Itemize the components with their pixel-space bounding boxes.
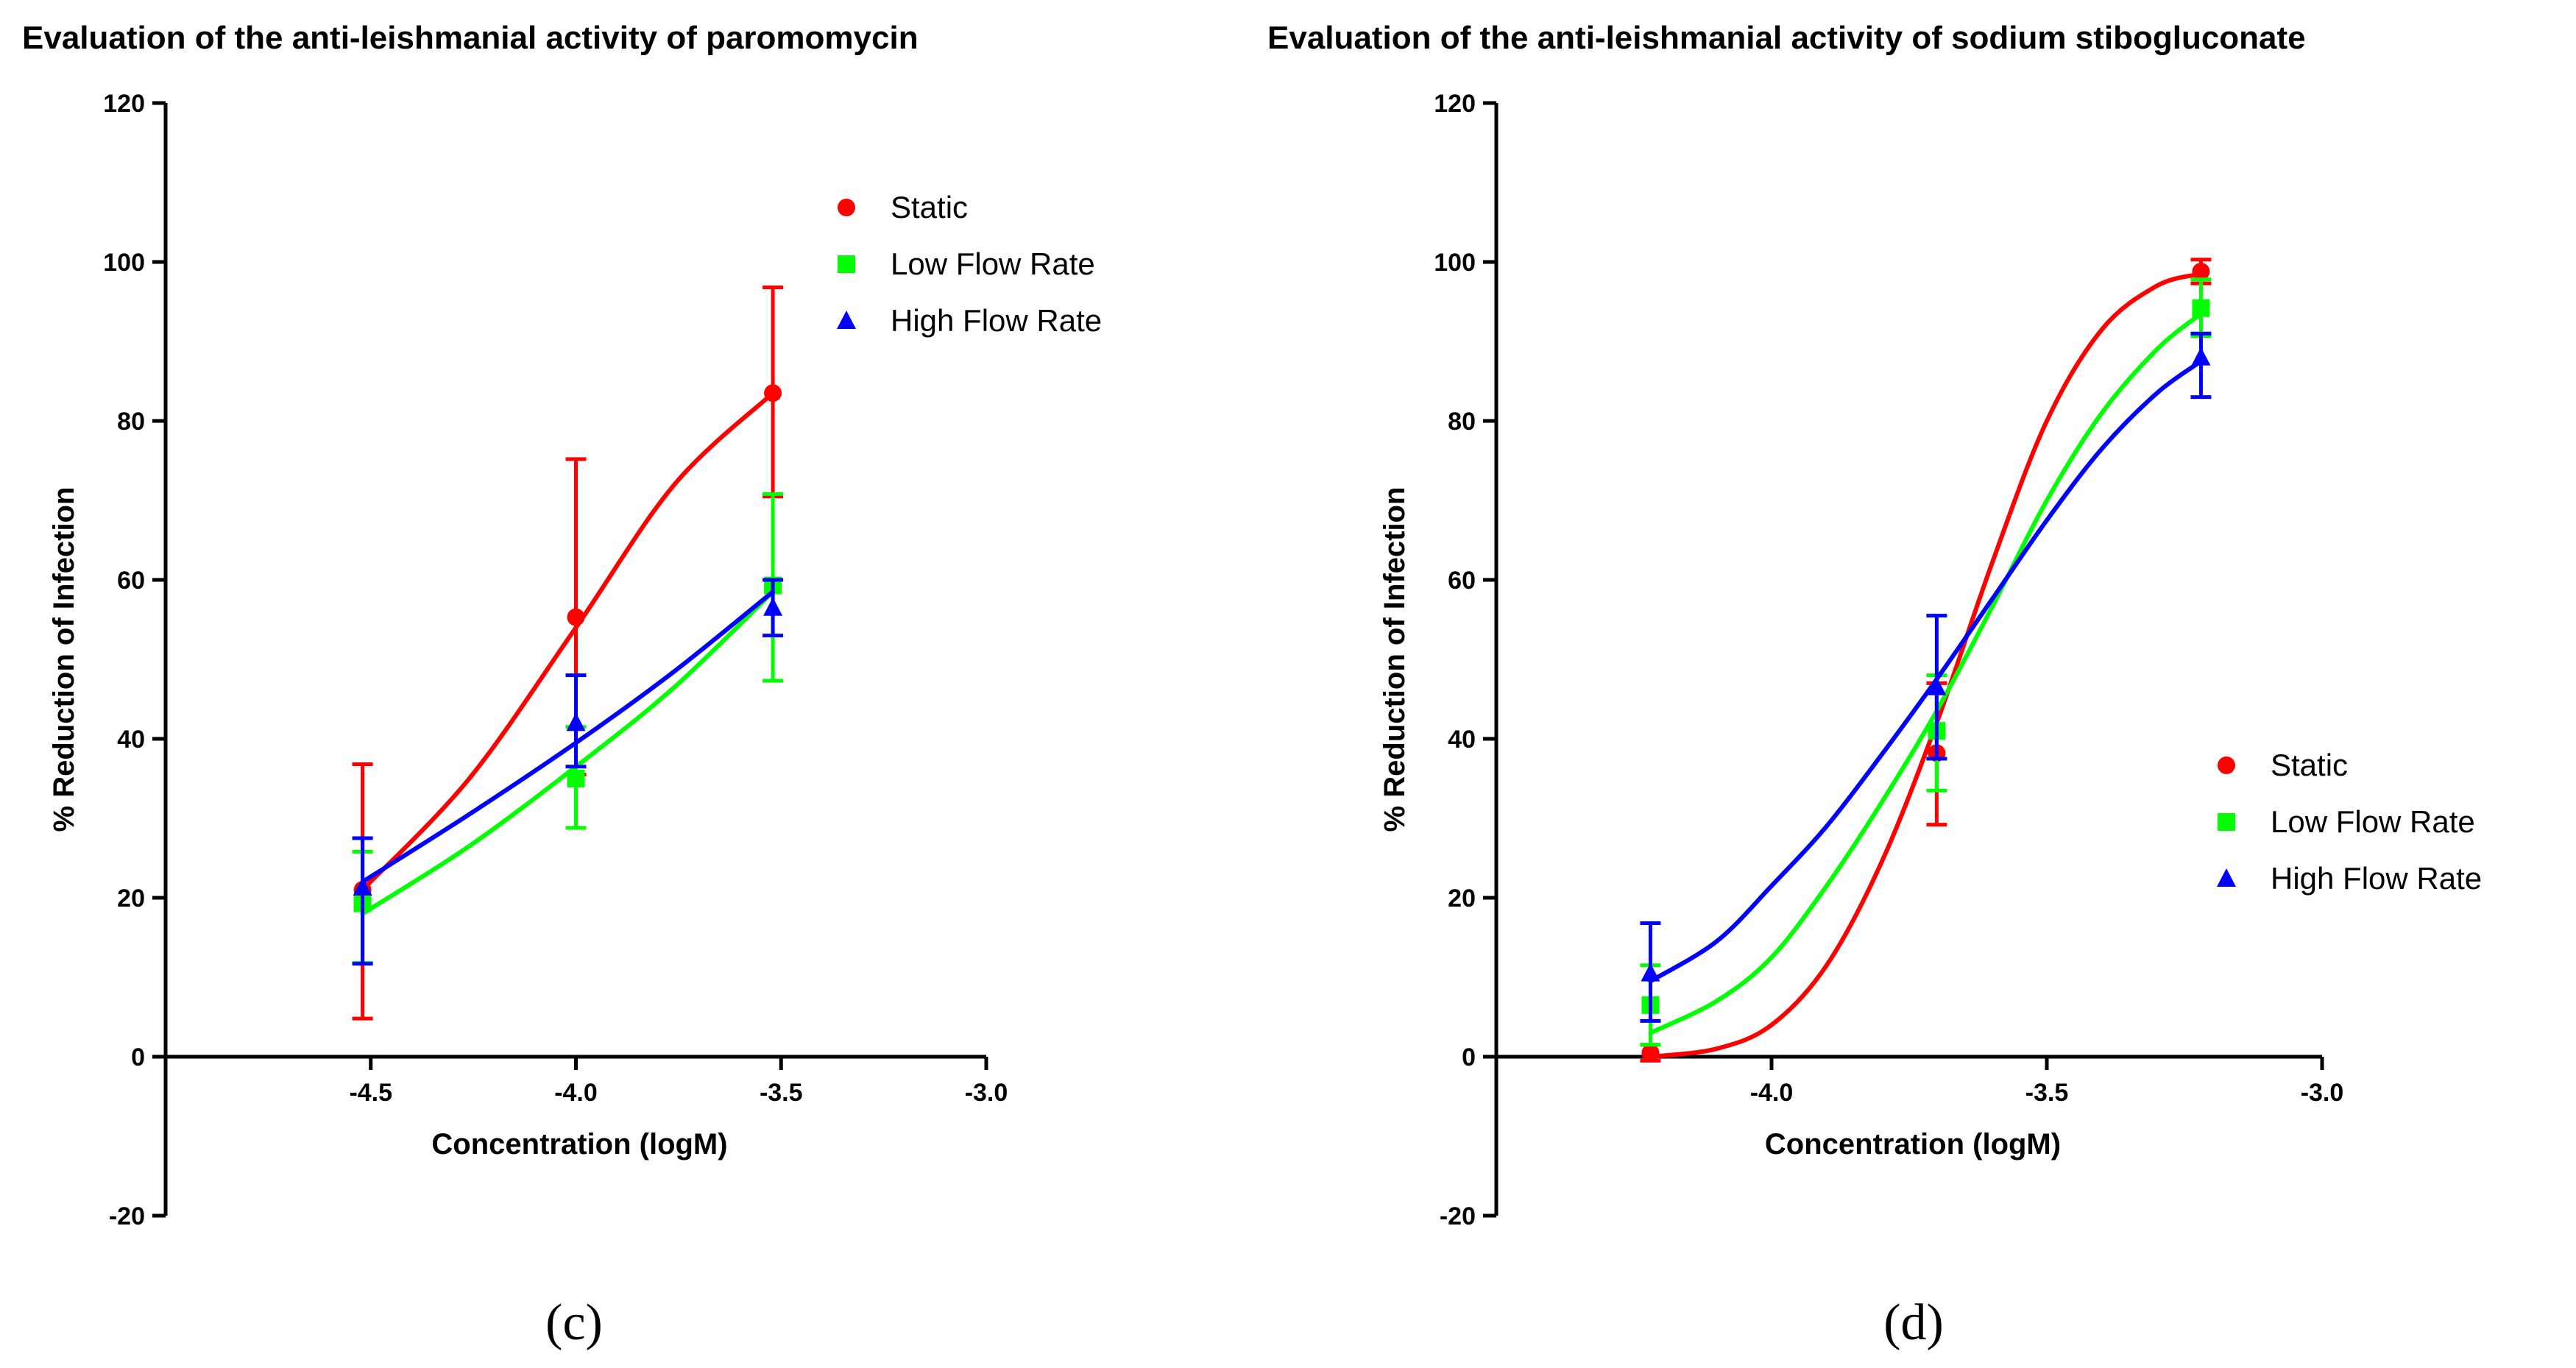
x-tick-label: -4.5 [349,1079,392,1107]
x-axis-label-c: Concentration (logM) [431,1128,727,1160]
data-point [2191,347,2211,366]
chart-panel-d: Evaluation of the anti-leishmanial activ… [1267,20,2482,1351]
y-tick-label: 80 [1448,408,1476,436]
x-tick-label: -3.5 [2025,1079,2069,1107]
y-tick-label: 0 [1462,1043,1476,1071]
y-tick-label: 60 [117,567,145,595]
series-layer-c [352,286,784,1021]
series-triangle-d [1640,331,2212,1023]
data-point [2192,262,2210,280]
legend-marker [838,255,855,273]
legend-marker [2218,813,2235,831]
x-tick-label: -4.0 [1750,1079,1794,1107]
legend-label: Static [891,190,968,224]
legend-label: Low Flow Rate [891,247,1095,281]
y-tick-label: -20 [109,1202,145,1230]
legend-label: High Flow Rate [891,303,1102,338]
series-triangle-c [352,578,784,966]
legend-marker [838,199,855,216]
y-tick-label: 20 [1448,885,1476,912]
legend-d: Static Low Flow Rate High Flow Rate [2217,748,2482,896]
chart-title-c: Evaluation of the anti-leishmanial activ… [22,20,919,56]
legend-marker [2218,756,2235,774]
y-tick-label: 100 [1434,249,1476,277]
series-layer-d [1640,258,2212,1063]
y-tick-label: 100 [103,249,145,277]
x-axis-label-d: Concentration (logM) [1765,1128,2061,1160]
chart-title-d: Evaluation of the anti-leishmanial activ… [1267,20,2306,56]
y-tick-label: 0 [131,1043,145,1071]
data-point [1641,1043,1660,1062]
x-ticks-c: -4.5 -4.0 -3.5 -3.0 [349,1057,1008,1107]
y-tick-label: 120 [103,90,145,118]
x-tick-label: -4.0 [554,1079,598,1107]
x-tick-label: -3.5 [760,1079,803,1107]
panel-label-d: (d) [1883,1294,1944,1351]
legend-label: High Flow Rate [2271,861,2482,896]
y-tick-label: 40 [1448,726,1476,754]
chart-panel-c: Evaluation of the anti-leishmanial activ… [22,20,1102,1351]
y-tick-label: 20 [117,885,145,912]
panel-label-c: (c) [545,1294,603,1351]
y-tick-label: 60 [1448,567,1476,595]
data-point [763,597,783,616]
legend-marker [837,311,856,329]
data-point [764,384,782,403]
data-point [353,876,372,896]
legend-marker [2217,868,2236,887]
legend-label: Low Flow Rate [2271,804,2475,839]
data-point [1927,676,1947,695]
y-tick-label: -20 [1440,1202,1476,1230]
series-curve [1648,359,2204,984]
data-point [566,712,586,731]
series-circle-c [352,286,784,1021]
x-ticks-d: -4.0 -3.5 -3.0 [1750,1057,2344,1107]
y-tick-label: 80 [117,408,145,436]
data-point [2192,299,2210,317]
legend-c: Static Low Flow Rate High Flow Rate [837,190,1102,338]
x-tick-label: -3.0 [2301,1079,2344,1107]
y-tick-label: 120 [1434,90,1476,118]
series-square-d [1640,277,2212,1047]
y-ticks-d: -20 0 20 40 60 80 100 120 [1434,90,1496,1230]
y-tick-label: 40 [117,726,145,754]
data-point [567,770,585,787]
legend-label: Static [2271,748,2348,782]
x-tick-label: -3.0 [965,1079,1008,1107]
y-axis-label-c: % Reduction of Infection [48,487,80,832]
data-point [567,608,585,626]
series-curve [360,589,776,885]
y-ticks-c: -20 0 20 40 60 80 100 120 [103,90,166,1230]
y-axis-label-d: % Reduction of Infection [1379,487,1411,832]
data-point [1641,963,1660,982]
